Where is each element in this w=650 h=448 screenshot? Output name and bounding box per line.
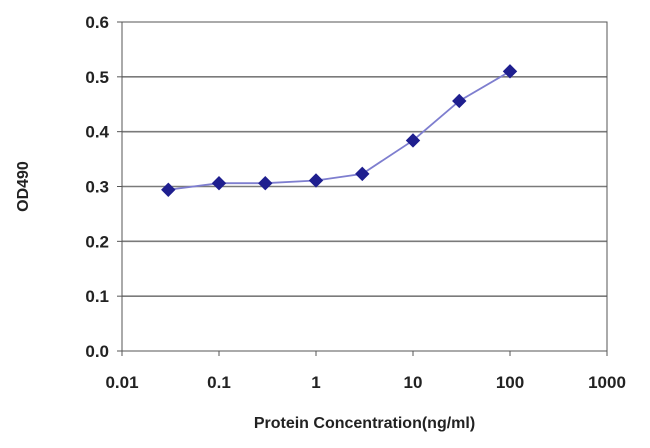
y-tick-label: 0.5 [85, 68, 109, 87]
y-tick-label: 0.1 [85, 287, 109, 306]
y-tick-label: 0.3 [85, 178, 109, 197]
y-tick-label: 0.0 [85, 342, 109, 361]
grid-lines [122, 76, 607, 297]
x-axis-label: Protein Concentration(ng/ml) [254, 415, 475, 432]
data-point [211, 176, 227, 191]
data-point [161, 182, 176, 197]
series-layer [161, 64, 518, 197]
y-tick-label: 0.6 [85, 13, 109, 32]
x-tick-label: 0.1 [207, 373, 231, 392]
y-tick-label: 0.2 [85, 232, 109, 251]
y-tick-label: 0.4 [85, 123, 109, 142]
y-axis-ticks: 0.0 0.1 0.2 0.3 0.4 0.5 0.6 [85, 13, 122, 361]
x-axis-ticks: 0.01 0.1 1 10 100 1000 [105, 351, 626, 392]
data-point [405, 133, 421, 148]
data-point [308, 173, 324, 188]
x-tick-label: 0.01 [105, 373, 138, 392]
x-tick-label: 1 [311, 373, 320, 392]
y-axis-label: OD490 [15, 161, 32, 212]
data-point [355, 166, 370, 182]
x-tick-label: 10 [404, 373, 423, 392]
data-point [502, 64, 518, 79]
x-tick-label: 1000 [588, 373, 626, 392]
series-line [168, 70, 511, 191]
data-point [258, 176, 273, 191]
data-point [452, 93, 467, 109]
x-tick-label: 100 [496, 373, 524, 392]
